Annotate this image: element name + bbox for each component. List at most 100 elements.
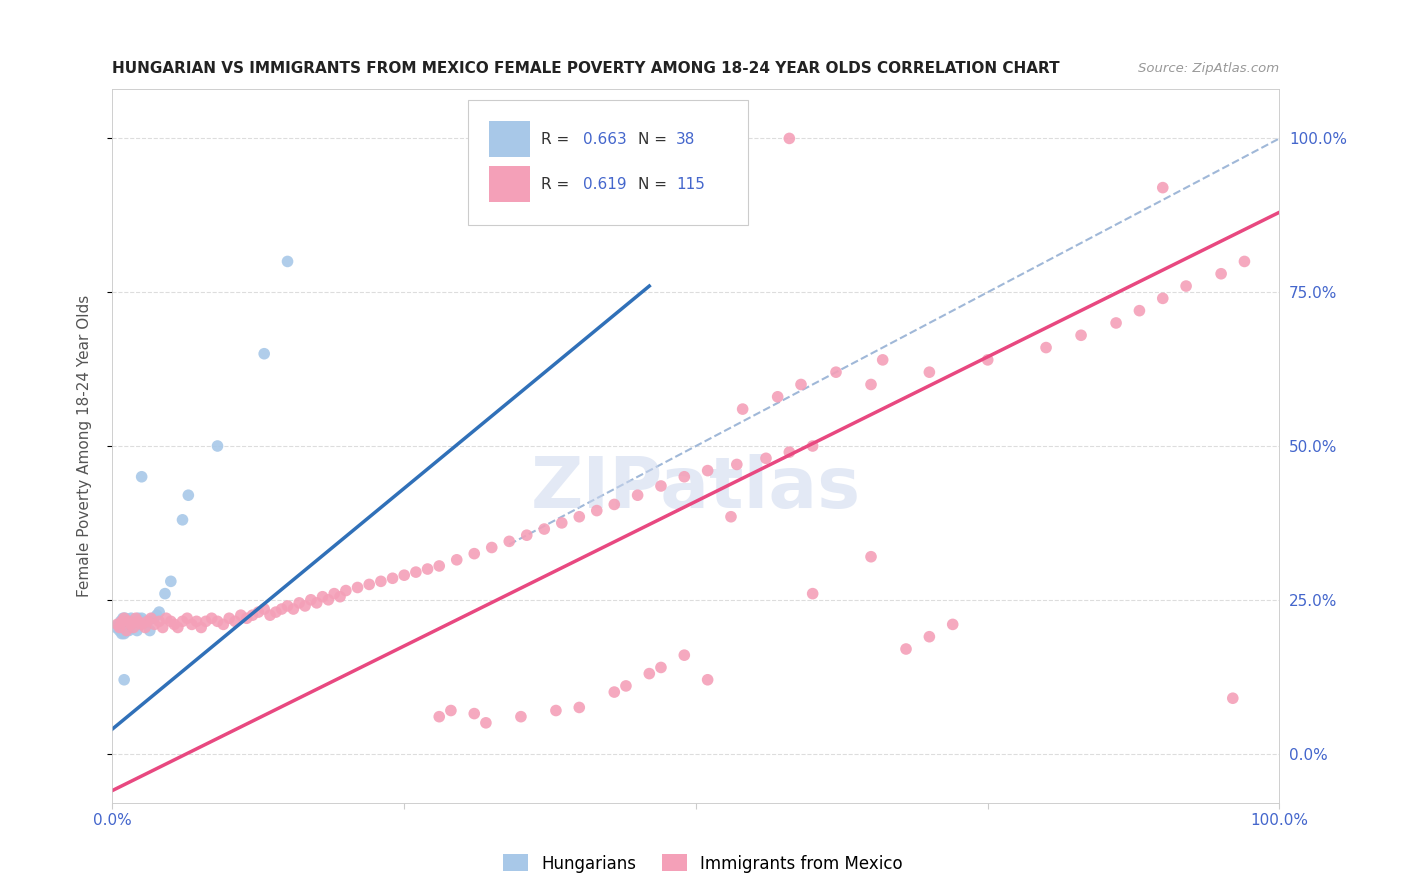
Point <box>778 131 800 145</box>
Point <box>288 596 311 610</box>
Point <box>212 617 235 632</box>
Point <box>218 611 240 625</box>
Text: ZIPatlas: ZIPatlas <box>531 454 860 524</box>
Point <box>1128 303 1150 318</box>
Point <box>139 611 162 625</box>
Point <box>120 611 142 625</box>
Point <box>1175 279 1198 293</box>
Point <box>1233 254 1256 268</box>
Point <box>190 620 212 634</box>
Point <box>766 390 789 404</box>
Point <box>112 626 135 640</box>
Point <box>299 592 322 607</box>
Point <box>242 608 264 623</box>
Point <box>440 704 463 718</box>
Point <box>568 700 591 714</box>
Point <box>394 568 416 582</box>
Point <box>128 617 150 632</box>
Point <box>160 574 183 589</box>
Point <box>108 624 131 638</box>
Point <box>335 583 357 598</box>
Point <box>143 617 166 632</box>
Point <box>585 503 607 517</box>
Point <box>918 630 941 644</box>
Point <box>127 615 149 629</box>
Point <box>463 706 485 721</box>
Point <box>544 704 567 718</box>
Point <box>1209 267 1232 281</box>
Point <box>509 709 531 723</box>
Point <box>108 620 131 634</box>
Legend: Hungarians, Immigrants from Mexico: Hungarians, Immigrants from Mexico <box>496 847 910 880</box>
Point <box>1222 691 1244 706</box>
Point <box>673 469 696 483</box>
Point <box>122 617 145 632</box>
Point <box>112 615 135 629</box>
Point <box>323 587 346 601</box>
Point <box>136 615 159 629</box>
Point <box>603 498 626 512</box>
Point <box>627 488 650 502</box>
Point <box>125 615 148 629</box>
Point <box>160 615 183 629</box>
Point <box>976 352 998 367</box>
Point <box>894 642 917 657</box>
Point <box>111 611 134 625</box>
Text: N =: N = <box>638 132 672 146</box>
Point <box>253 602 276 616</box>
Point <box>533 522 555 536</box>
Point <box>148 615 170 629</box>
Point <box>825 365 848 379</box>
Point <box>117 615 139 629</box>
Point <box>370 574 392 589</box>
Point <box>638 666 661 681</box>
Point <box>801 587 824 601</box>
Point <box>790 377 813 392</box>
Point <box>405 565 427 579</box>
Text: N =: N = <box>638 177 672 192</box>
Point <box>416 562 439 576</box>
Point <box>118 620 141 634</box>
Point <box>860 377 883 392</box>
Point <box>155 611 177 625</box>
Point <box>329 590 352 604</box>
Point <box>551 516 574 530</box>
Text: R =: R = <box>541 177 574 192</box>
Bar <box>489 166 530 202</box>
Point <box>104 620 127 634</box>
Text: 115: 115 <box>676 177 704 192</box>
Point <box>1070 328 1092 343</box>
Point <box>112 611 135 625</box>
Point <box>118 615 141 629</box>
Point <box>132 615 155 629</box>
Point <box>247 605 270 619</box>
Text: Source: ZipAtlas.com: Source: ZipAtlas.com <box>1139 62 1279 75</box>
Text: 0.663: 0.663 <box>582 132 627 146</box>
Point <box>172 615 194 629</box>
Point <box>276 599 298 613</box>
Point <box>427 558 450 573</box>
Point <box>194 615 217 629</box>
Point <box>650 660 672 674</box>
Point <box>118 624 141 638</box>
Point <box>118 615 141 629</box>
Point <box>696 464 718 478</box>
Point <box>131 617 153 632</box>
Point <box>673 648 696 662</box>
Point <box>172 513 194 527</box>
Point <box>201 611 224 625</box>
Point <box>346 581 368 595</box>
Point <box>148 605 170 619</box>
Point <box>207 439 229 453</box>
Point <box>136 615 159 629</box>
Point <box>112 673 135 687</box>
Point <box>446 553 468 567</box>
Point <box>176 611 198 625</box>
Point <box>163 617 186 632</box>
Point <box>860 549 883 564</box>
Point <box>142 611 165 625</box>
Point <box>139 624 162 638</box>
Point <box>498 534 520 549</box>
Point <box>696 673 718 687</box>
Point <box>475 715 498 730</box>
